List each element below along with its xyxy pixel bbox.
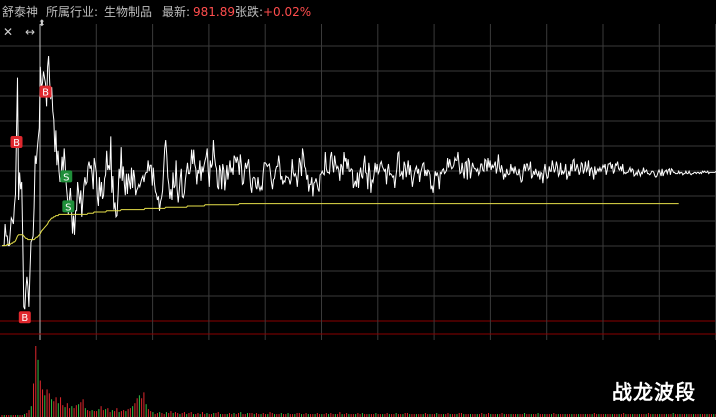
marker-label: S <box>65 202 71 213</box>
intraday-price-chart[interactable]: B B B S S <box>0 24 716 340</box>
marker-label: S <box>63 172 69 183</box>
close-icon[interactable]: ✕ <box>3 25 14 39</box>
marker-label: B <box>13 138 20 149</box>
latest-price: 981.89 <box>193 5 235 19</box>
stock-name[interactable]: 舒泰神 <box>2 5 39 19</box>
buy-marker: B <box>39 85 52 99</box>
sell-marker: S <box>62 200 75 213</box>
latest-label: 最新: <box>162 5 191 19</box>
marker-label: B <box>42 88 49 99</box>
avg-price-line <box>2 203 679 247</box>
chart-toolbar: ✕ ↔ ⬍ <box>0 19 60 42</box>
price-line <box>2 55 716 310</box>
buy-marker: B <box>18 311 31 324</box>
change-label: 张跌: <box>235 5 264 19</box>
change-value: +0.02% <box>263 5 312 19</box>
volume-chart <box>1 346 716 417</box>
stock-header: 舒泰神 所属行业: 生物制品 最新: 981.89 张跌: +0.02% <box>0 0 716 24</box>
horizontal-resize-icon[interactable]: ↔ <box>25 25 36 39</box>
buy-marker: B <box>10 136 23 149</box>
industry-label: 所属行业: <box>46 5 99 19</box>
marker-label: B <box>21 313 28 324</box>
sell-marker: S <box>60 170 73 183</box>
watermark: 战龙波段 <box>612 380 696 404</box>
pin-icon[interactable]: ⬍ <box>38 19 46 29</box>
industry-value: 生物制品 <box>104 5 153 19</box>
